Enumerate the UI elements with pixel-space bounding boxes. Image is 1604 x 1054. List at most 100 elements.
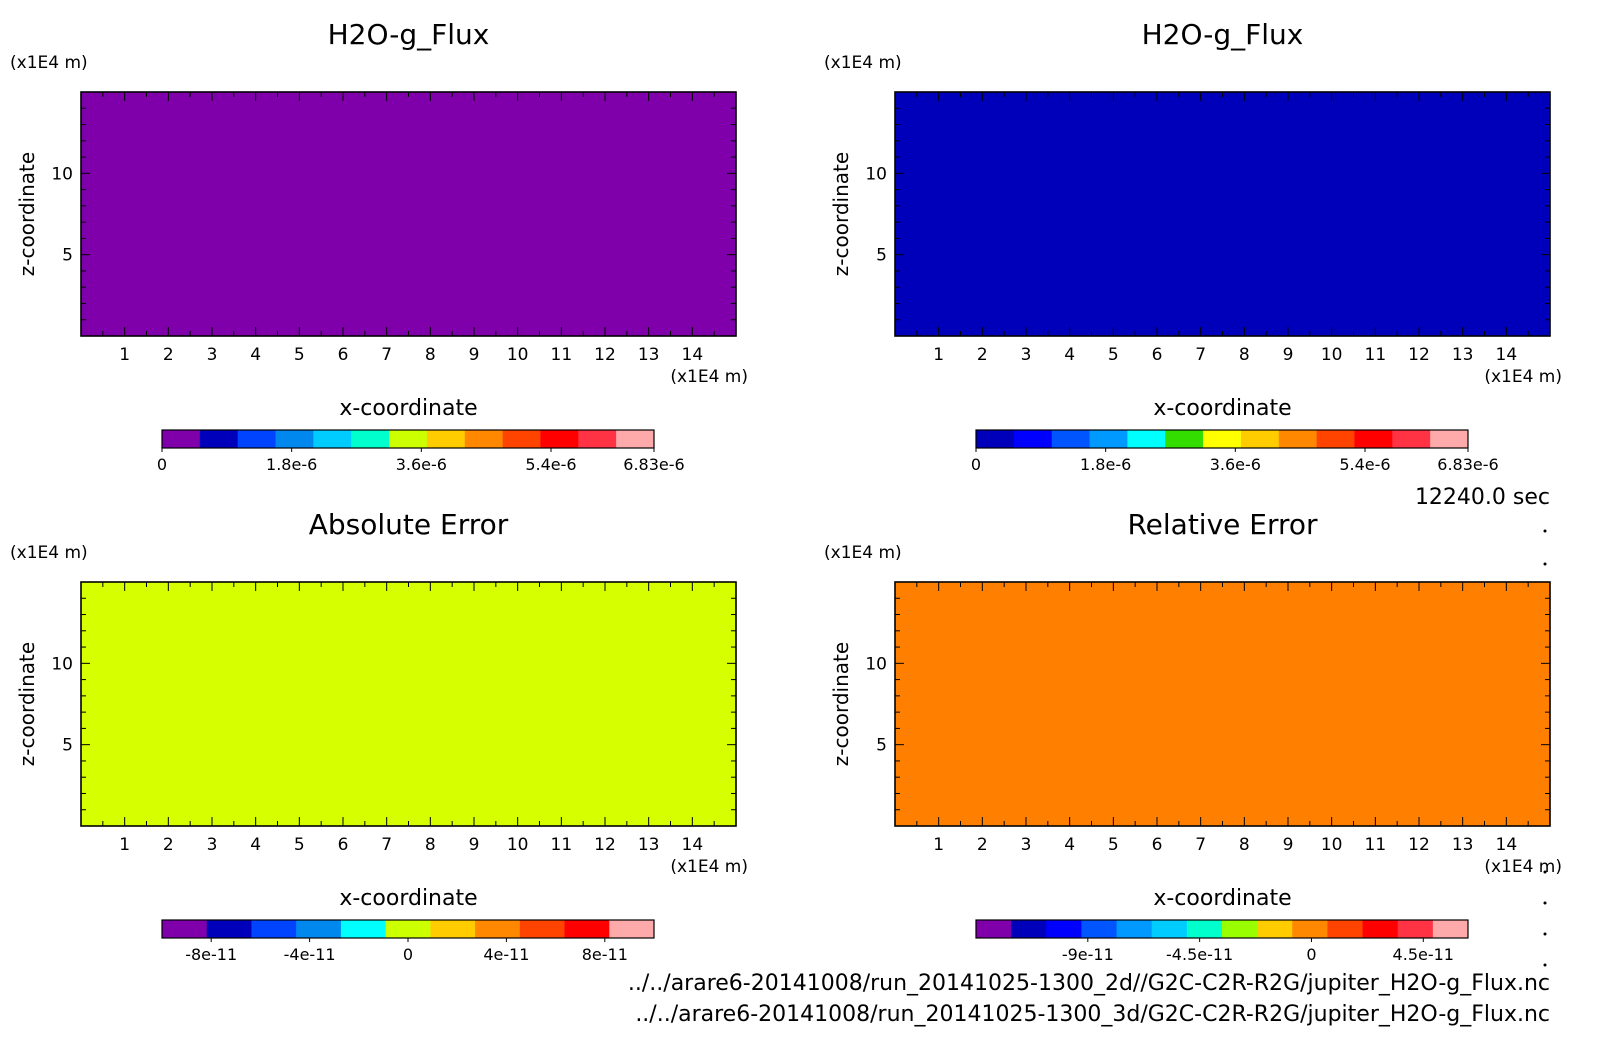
file-path-1: ../../arare6-20141008/run_20141025-1300_… [628, 971, 1550, 996]
x-tick-label: 5 [294, 345, 305, 365]
colorbar-swatch [616, 430, 655, 448]
x-tick-label: 7 [381, 345, 392, 365]
colorbar-tick-label: 0 [403, 945, 413, 964]
colorbar-tick-label: -4.5e-11 [1166, 945, 1233, 964]
y-tick-label: 10 [865, 654, 887, 674]
x-tick-label: 9 [469, 835, 480, 855]
x-tick-label: 13 [638, 835, 660, 855]
colorbar-tick-label: 1.8e-6 [266, 455, 317, 474]
colorbar-swatch [1432, 920, 1469, 938]
x-tick-label: 11 [551, 835, 573, 855]
colorbar-swatch [389, 430, 428, 448]
x-unit-label: (x1E4 m) [1484, 857, 1562, 877]
y-tick-label: 5 [876, 246, 887, 266]
y-unit-label: (x1E4 m) [824, 543, 902, 563]
x-tick-label: 10 [507, 345, 529, 365]
x-tick-label: 2 [977, 345, 988, 365]
y-unit-label: (x1E4 m) [10, 53, 88, 73]
colorbar-swatch [1397, 920, 1434, 938]
colorbar-swatch [340, 920, 387, 938]
x-tick-label: 2 [977, 835, 988, 855]
heatmap-field [81, 582, 736, 826]
y-tick-label: 5 [62, 736, 73, 756]
y-axis-label: z-coordinate [15, 152, 39, 276]
colorbar-swatch [1186, 920, 1223, 938]
x-unit-label: (x1E4 m) [670, 367, 748, 387]
x-tick-label: 9 [1283, 345, 1294, 365]
colorbar-swatch [564, 920, 610, 938]
x-tick-label: 1 [119, 345, 130, 365]
x-tick-label: 6 [338, 345, 349, 365]
colorbar-swatch [1165, 430, 1204, 448]
x-tick-label: 10 [1321, 345, 1343, 365]
y-axis-label: z-coordinate [829, 642, 853, 766]
y-tick-label: 10 [51, 654, 73, 674]
x-axis-label: x-coordinate [1153, 886, 1291, 911]
x-tick-label: 12 [1408, 345, 1430, 365]
colorbar-swatch [519, 920, 566, 938]
x-tick-label: 13 [1452, 345, 1474, 365]
colorbar-swatch [206, 920, 252, 938]
colorbar-frame [975, 429, 1469, 449]
colorbar-swatch [1392, 430, 1431, 448]
chart-panel-1: H2O-g_Flux(x1E4 m)1 2 3 4 5 6 7 8 9 10 11 12 13 14(x1… [10, 18, 748, 474]
colorbar-swatch [296, 920, 342, 938]
colorbar-swatch [351, 430, 390, 448]
right-edge-dots [1543, 529, 1547, 967]
x-tick-label: 3 [1021, 835, 1032, 855]
y-axis-label: z-coordinate [15, 642, 39, 766]
x-tick-label: 8 [1239, 345, 1250, 365]
x-unit-label: (x1E4 m) [670, 857, 748, 877]
colorbar-swatch [1013, 430, 1053, 448]
x-tick-label: 5 [1108, 345, 1119, 365]
x-tick-label: 13 [638, 345, 660, 365]
colorbar-swatch [430, 920, 476, 938]
colorbar-swatch [313, 430, 352, 448]
chart-panel-2: H2O-g_Flux(x1E4 m)1 2 3 4 5 6 7 8 9 10 11 12 13 14(x1… [824, 18, 1562, 474]
x-tick-label: 8 [425, 835, 436, 855]
x-tick-label: 4 [1064, 345, 1075, 365]
time-label: 12240.0 sec [1415, 485, 1550, 510]
chart-panel-3: Absolute Error(x1E4 m)1 2 3 4 5 6 7 8 9 10 11 12 13 1… [10, 508, 748, 964]
x-axis-label: x-coordinate [1153, 396, 1291, 421]
x-tick-label: 4 [1064, 835, 1075, 855]
x-tick-label: 10 [507, 835, 529, 855]
x-tick-label: 13 [1452, 835, 1474, 855]
x-tick-label: 5 [1108, 835, 1119, 855]
y-unit-label: (x1E4 m) [824, 53, 902, 73]
colorbar-swatch [1327, 920, 1364, 938]
colorbar-swatch [162, 920, 208, 938]
x-tick-label: 11 [1365, 835, 1387, 855]
heatmap-field [81, 92, 736, 336]
colorbar-swatch [1116, 920, 1153, 938]
colorbar-tick-label: 0 [1306, 945, 1316, 964]
x-tick-label: 7 [1195, 835, 1206, 855]
x-axis-label: x-coordinate [339, 886, 477, 911]
colorbar-swatch [1089, 430, 1128, 448]
x-tick-label: 3 [207, 345, 218, 365]
colorbar-swatch [237, 430, 277, 448]
heatmap-field [895, 582, 1550, 826]
colorbar-swatch [609, 920, 655, 938]
x-tick-label: 6 [338, 835, 349, 855]
x-tick-label: 10 [1321, 835, 1343, 855]
colorbar-swatch [475, 920, 521, 938]
chart-title: H2O-g_Flux [1142, 18, 1304, 51]
x-tick-label: 14 [682, 835, 704, 855]
colorbar-tick-label: 4.5e-11 [1393, 945, 1454, 964]
x-tick-label: 14 [682, 345, 704, 365]
colorbar-tick-label: 5.4e-6 [525, 455, 576, 474]
y-tick-label: 5 [62, 246, 73, 266]
y-tick-label: 10 [51, 164, 73, 184]
colorbar-swatch [1292, 920, 1328, 938]
colorbar-swatch [385, 920, 431, 938]
x-tick-label: 3 [207, 835, 218, 855]
colorbar-tick-label: 8e-11 [582, 945, 628, 964]
heatmap-field [895, 92, 1550, 336]
chart-title: Relative Error [1127, 508, 1318, 541]
colorbar-frame [975, 919, 1469, 939]
colorbar-swatch [1081, 920, 1118, 938]
x-tick-label: 8 [425, 345, 436, 365]
x-tick-label: 9 [1283, 835, 1294, 855]
